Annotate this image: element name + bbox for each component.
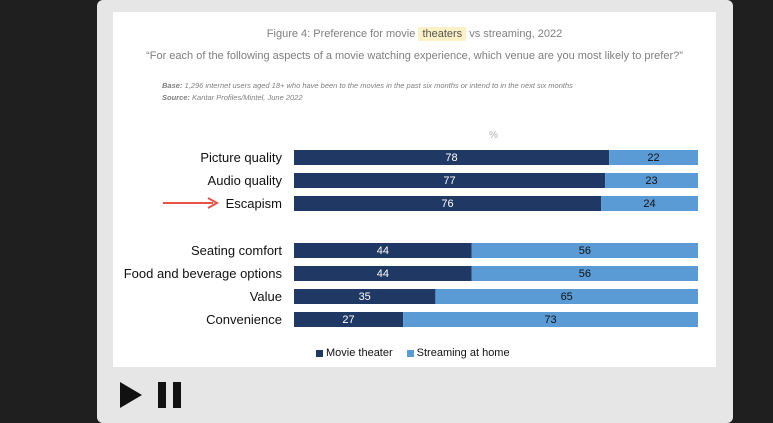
category-label-value: Value	[250, 289, 282, 304]
source-note: Source: Kantar Profiles/Mintel, June 202…	[162, 93, 303, 102]
value-label-movie-theater-seating-comfort: 44	[377, 245, 389, 257]
source-label: Source:	[162, 93, 190, 102]
bar-movie-theater-convenience	[294, 312, 404, 327]
category-label-food-and-beverage-options: Food and beverage options	[124, 266, 283, 281]
value-label-streaming-picture-quality: 22	[647, 152, 659, 164]
bar-streaming-food-and-beverage-options	[471, 266, 698, 281]
category-label-escapism: Escapism	[226, 196, 282, 211]
play-icon[interactable]	[120, 382, 142, 408]
category-label-convenience: Convenience	[206, 312, 282, 327]
legend-item-movie-theater: Movie theater	[316, 347, 393, 359]
pause-icon[interactable]	[158, 382, 182, 408]
category-label-audio-quality: Audio quality	[208, 173, 283, 188]
legend-label-streaming: Streaming at home	[416, 347, 510, 359]
value-label-movie-theater-convenience: 27	[342, 314, 354, 326]
value-label-movie-theater-audio-quality: 77	[443, 175, 455, 187]
bar-movie-theater-value	[294, 289, 436, 304]
bar-streaming-escapism	[601, 196, 698, 211]
legend-label-movie-theater: Movie theater	[326, 347, 393, 359]
stacked-bar-chart: Picture quality 78 22 Audio quality 77 23 Esca…	[124, 150, 698, 327]
category-label-seating-comfort: Seating comfort	[191, 243, 282, 258]
bar-movie-theater-seating-comfort	[294, 243, 472, 258]
value-label-streaming-convenience: 73	[544, 314, 556, 326]
value-label-streaming-seating-comfort: 56	[579, 245, 591, 257]
bar-streaming-value	[435, 289, 698, 304]
bar-streaming-audio-quality	[605, 173, 698, 188]
title-suffix: vs streaming, 2022	[469, 28, 563, 40]
bar-movie-theater-food-and-beverage-options	[294, 266, 472, 281]
bar-movie-theater-audio-quality	[294, 173, 606, 188]
value-label-streaming-audio-quality: 23	[645, 175, 657, 187]
value-label-movie-theater-escapism: 76	[441, 198, 453, 210]
figure-title: Figure 4: Preference for movie theaters …	[113, 27, 716, 41]
highlight-arrow-icon	[207, 197, 220, 209]
legend-swatch-movie-theater	[316, 349, 323, 357]
value-label-streaming-escapism: 24	[643, 198, 655, 210]
value-label-movie-theater-food-and-beverage-options: 44	[377, 268, 389, 280]
base-text: 1,296 internet users aged 18+ who have b…	[184, 81, 573, 90]
value-label-streaming-value: 65	[561, 291, 573, 303]
slide-card: Figure 4: Preference for movie theaters …	[113, 12, 716, 367]
title-highlight: theaters	[418, 27, 467, 41]
bar-streaming-seating-comfort	[471, 243, 698, 258]
bar-streaming-convenience	[403, 312, 698, 327]
category-label-picture-quality: Picture quality	[200, 150, 282, 165]
legend-item-streaming: Streaming at home	[406, 347, 510, 359]
value-label-streaming-food-and-beverage-options: 56	[579, 268, 591, 280]
base-label: Base:	[162, 81, 183, 90]
bar-movie-theater-picture-quality	[294, 150, 610, 165]
legend: Movie theater Streaming at home	[316, 347, 510, 359]
legend-swatch-streaming	[406, 349, 414, 357]
bar-streaming-picture-quality	[609, 150, 698, 165]
survey-question: “For each of the following aspects of a …	[146, 50, 683, 62]
base-note: Base: 1,296 internet users aged 18+ who …	[162, 81, 573, 90]
value-label-movie-theater-value: 35	[359, 291, 371, 303]
title-prefix: Figure 4: Preference for movie	[266, 28, 416, 40]
value-label-movie-theater-picture-quality: 78	[445, 152, 457, 164]
bar-movie-theater-escapism	[294, 196, 602, 211]
source-text: Kantar Profiles/Mintel, June 2022	[192, 93, 303, 102]
unit-label: %	[489, 130, 498, 141]
